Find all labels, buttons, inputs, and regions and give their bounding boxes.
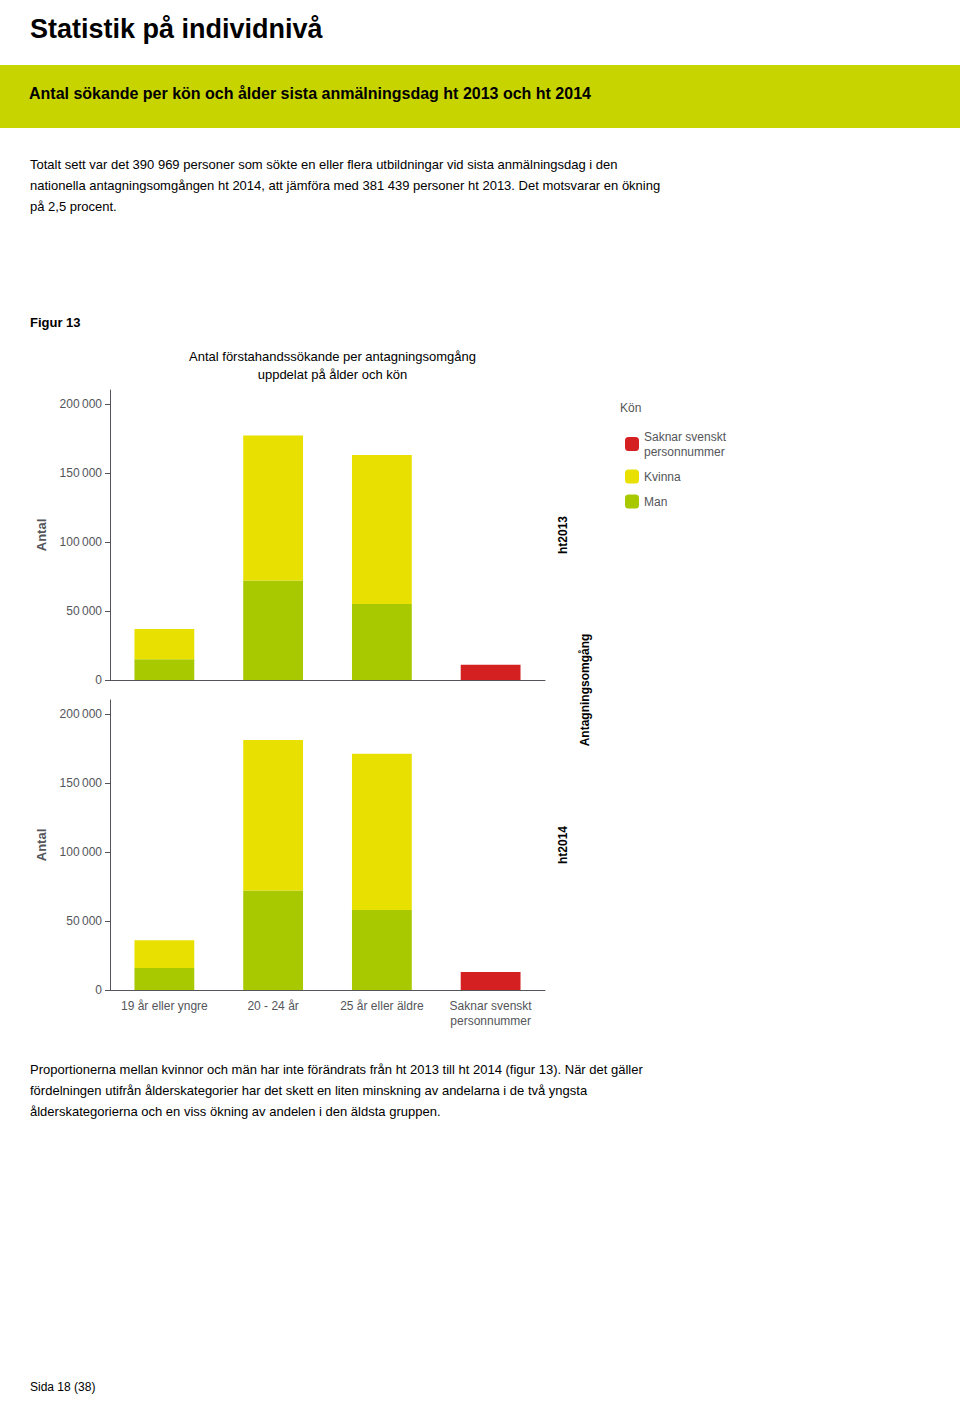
svg-text:50 000: 50 000 — [66, 604, 102, 618]
html-text:Totalt sett var det 390 969 pe: Totalt sett var det 390 969 personer som… — [30, 157, 661, 214]
svg-text:Antal förstahandssökande per a: Antal förstahandssökande per antagningso… — [189, 349, 476, 364]
svg-text:200 000: 200 000 — [60, 397, 103, 411]
html-text:Figur 13: Figur 13 — [30, 315, 81, 330]
svg-text:100 000: 100 000 — [60, 845, 103, 859]
svg-text:ht2013: ht2013 — [556, 516, 570, 554]
svg-text:Saknar svenskt: Saknar svenskt — [644, 430, 727, 444]
html-text:Antal sökande per kön och ålde: Antal sökande per kön och ålder sista an… — [29, 85, 591, 102]
svg-text:0: 0 — [95, 673, 102, 687]
svg-text:200 000: 200 000 — [60, 707, 103, 721]
svg-text:Antal: Antal — [34, 519, 49, 552]
svg-text:Antal: Antal — [34, 829, 49, 862]
svg-text:Man: Man — [644, 495, 667, 509]
svg-text:150 000: 150 000 — [60, 776, 103, 790]
svg-text:19 år eller yngre: 19 år eller yngre — [121, 999, 208, 1013]
svg-text:Kvinna: Kvinna — [644, 470, 681, 484]
html-text:Sida 18 (38): Sida 18 (38) — [30, 1380, 96, 1394]
svg-text:100 000: 100 000 — [60, 535, 103, 549]
svg-text:personnummer: personnummer — [450, 1014, 531, 1028]
svg-text:uppdelat på ålder och kön: uppdelat på ålder och kön — [258, 367, 408, 382]
svg-text:20 - 24 år: 20 - 24 år — [247, 999, 298, 1013]
svg-text:personnummer: personnummer — [644, 445, 725, 459]
svg-text:0: 0 — [95, 983, 102, 997]
svg-text:Antagningsomgång: Antagningsomgång — [578, 634, 592, 747]
svg-text:25 år eller äldre: 25 år eller äldre — [340, 999, 424, 1013]
html-text:Statistik på individnivå: Statistik på individnivå — [30, 14, 323, 44]
html-text:Proportionerna mellan kvinnor: Proportionerna mellan kvinnor och män ha… — [30, 1062, 643, 1119]
svg-text:Saknar svenskt: Saknar svenskt — [450, 999, 533, 1013]
svg-text:ht2014: ht2014 — [556, 826, 570, 864]
svg-text:50 000: 50 000 — [66, 914, 102, 928]
svg-text:150 000: 150 000 — [60, 466, 103, 480]
svg-text:Kön: Kön — [620, 401, 641, 415]
